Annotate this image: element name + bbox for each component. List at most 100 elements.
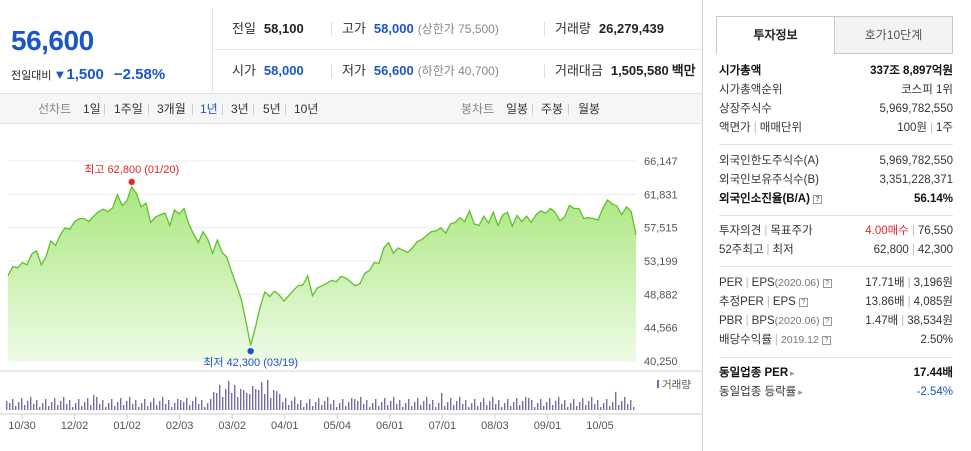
volume-bar	[414, 402, 416, 410]
volume-bar	[570, 403, 572, 410]
open-cell: 시가 58,000	[232, 50, 304, 92]
volume-bar	[423, 401, 425, 410]
volume-bar	[267, 380, 269, 410]
volume-bar	[441, 393, 443, 410]
volume-bar	[543, 406, 545, 410]
volume-bar	[558, 397, 560, 410]
volume-bar	[528, 398, 530, 410]
volume-bar	[420, 405, 422, 410]
period-3y[interactable]: 3년	[231, 102, 249, 116]
candle-weekly[interactable]: 주봉	[541, 102, 564, 116]
volume-bar	[186, 398, 188, 410]
volume-bar	[408, 399, 410, 410]
volume-bar	[96, 397, 98, 410]
period-10y[interactable]: 10년	[294, 102, 319, 116]
volume-bar	[141, 403, 143, 410]
tab-investment-info[interactable]: 투자정보	[716, 16, 835, 54]
volume-bar	[99, 404, 101, 410]
info-row: 추정PER | EPS? 13.86배 | 4,085원	[719, 296, 953, 308]
high-cell: 고가 58,000 (상한가 75,500)	[342, 8, 499, 50]
info-row: 액면가 | 매매단위 100원 | 1주	[719, 122, 953, 134]
help-icon[interactable]: ?	[822, 317, 832, 326]
industry-per-label[interactable]: 동일업종 PER	[719, 367, 789, 379]
low-label: 저가	[342, 63, 366, 78]
volume-bar	[513, 402, 515, 410]
period-5y[interactable]: 5년	[263, 102, 281, 116]
volume-bar	[522, 401, 524, 410]
volume-bar	[270, 398, 272, 410]
volume-bar	[156, 405, 158, 410]
volume-bar	[501, 407, 503, 410]
period-1y[interactable]: 1년	[200, 102, 218, 116]
volume-bar	[519, 405, 521, 410]
x-tick-label: 10/30	[8, 420, 36, 432]
high-label: 고가	[342, 21, 366, 36]
divider	[253, 104, 254, 115]
volume-bar	[633, 407, 635, 410]
volume-bar	[432, 400, 434, 410]
volume-bar	[72, 407, 74, 410]
info-row: 시가총액 337조 8,897억원	[719, 62, 953, 81]
help-icon[interactable]: ?	[822, 279, 832, 288]
x-tick-label: 10/05	[586, 420, 614, 432]
y-tick-label: 40,250	[644, 356, 678, 368]
help-icon[interactable]: ?	[821, 336, 831, 345]
x-tick-label: 05/04	[324, 420, 352, 432]
y-tick-label: 44,566	[644, 323, 678, 335]
volume-bar	[369, 407, 371, 410]
volume-bar	[21, 398, 23, 410]
industry-rate-label[interactable]: 동일업종 등락률	[719, 386, 797, 398]
volume-bar	[381, 402, 383, 410]
pbr-value: 1.47배	[865, 315, 899, 327]
change-row: 전일대비 ▼1,500 −2.58%	[11, 66, 165, 83]
min-label: 최저 42,300 (03/19)	[203, 356, 298, 369]
period-1w[interactable]: 1주일	[114, 102, 143, 116]
period-3m[interactable]: 3개월	[157, 102, 186, 116]
volume-bar	[90, 405, 92, 410]
volume-bar	[594, 404, 596, 410]
volume-bar	[192, 401, 194, 410]
volume-bar	[630, 400, 632, 410]
opinion-label: 투자의견	[719, 225, 762, 237]
volume-bar	[603, 403, 605, 410]
upper-limit: (상한가 75,500)	[417, 22, 499, 36]
tab-order-book[interactable]: 호가10단계	[834, 16, 953, 54]
volume-bar	[492, 397, 494, 410]
volume-bar	[495, 404, 497, 410]
period-1d[interactable]: 1일	[83, 102, 101, 116]
eps-period: (2020.06)	[774, 277, 820, 289]
volume-bar	[210, 399, 212, 410]
help-icon[interactable]: ?	[798, 298, 808, 307]
divider	[331, 22, 332, 36]
volume-bar	[378, 406, 380, 410]
volume-bar	[12, 399, 14, 410]
volume-bar	[375, 399, 377, 410]
candle-daily[interactable]: 일봉	[506, 102, 529, 116]
volume-bar	[354, 399, 356, 410]
volume-bar	[345, 406, 347, 410]
main-panel: 56,600 전일대비 ▼1,500 −2.58% 전일 58,100 고가 58,00…	[0, 0, 703, 451]
est-eps-value: 4,085원	[913, 296, 953, 308]
w52-low-label: 최저	[772, 244, 794, 256]
volume-bar	[132, 404, 134, 410]
volume-bar	[48, 406, 50, 410]
price-chart[interactable]: 66,147 61,831 57,515 53,199 48,882 44,566 40,2…	[0, 125, 702, 451]
high-value: 58,000	[373, 21, 414, 36]
opinion-value: 4.00매수	[865, 225, 909, 237]
shares-value: 5,969,782,550	[879, 103, 953, 115]
divider	[544, 22, 545, 36]
low-cell: 저가 56,600 (하한가 40,700)	[342, 50, 499, 92]
help-icon[interactable]: ?	[812, 195, 822, 204]
candle-monthly[interactable]: 월봉	[578, 102, 601, 116]
foreign-hold-label: 외국인보유주식수(B)	[719, 174, 819, 186]
volume-bar	[159, 401, 161, 410]
volume-bar	[105, 407, 107, 410]
quote-row: 시가 58,000 저가 56,600 (하한가 40,700) 거래대금 1,505,…	[214, 50, 702, 92]
max-marker	[128, 178, 135, 186]
divider	[719, 357, 953, 358]
volume-bar	[390, 401, 392, 410]
change-value: 1,500	[66, 66, 104, 83]
volume-bar	[585, 405, 587, 410]
volume-bar	[429, 404, 431, 410]
volume-bar	[261, 382, 263, 410]
